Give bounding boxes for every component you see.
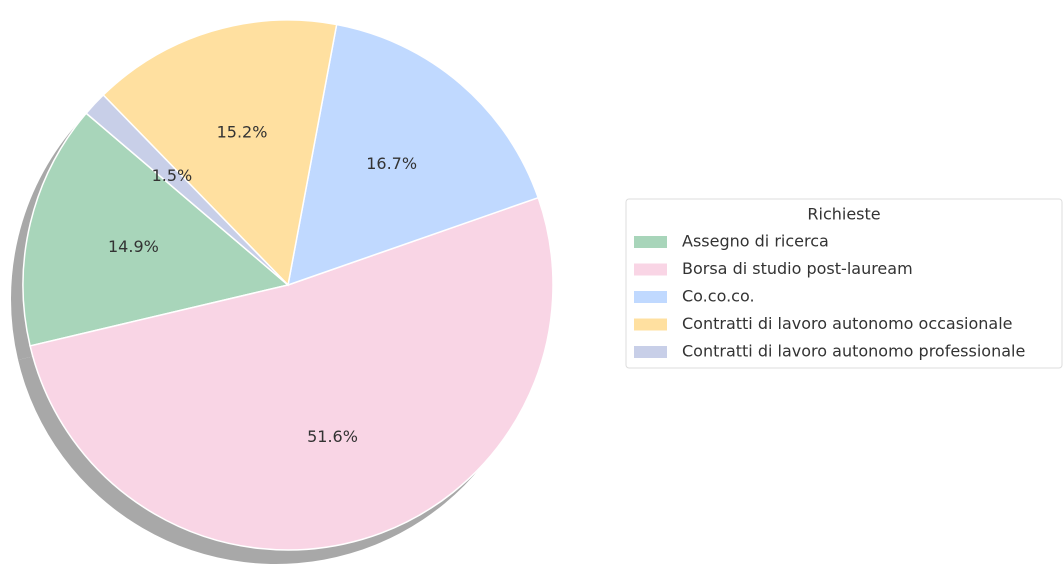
pie bbox=[22, 19, 554, 551]
slice bbox=[102, 19, 338, 287]
legend-swatch bbox=[634, 291, 667, 303]
slice bbox=[85, 93, 289, 286]
slice bbox=[22, 112, 290, 347]
slice bbox=[287, 23, 540, 287]
legend-swatch bbox=[634, 236, 667, 248]
pie-labels: 14.9% 51.6% 16.7% 15.2% 1.5% bbox=[108, 122, 417, 446]
slice bbox=[29, 196, 554, 551]
legend-label: Contratti di lavoro autonomo professiona… bbox=[682, 342, 1025, 361]
legend-title: Richieste bbox=[807, 205, 880, 224]
legend-label: Contratti di lavoro autonomo occasionale bbox=[682, 314, 1013, 333]
slice-label: 1.5% bbox=[152, 166, 193, 185]
slice-label: 15.2% bbox=[217, 122, 268, 141]
legend-swatch bbox=[634, 318, 667, 331]
legend: Assegno di ricerca Borsa di studio post-l… bbox=[634, 232, 1025, 361]
slice-label: 16.7% bbox=[366, 154, 417, 173]
legend-swatch bbox=[634, 346, 667, 358]
legend-label: Borsa di studio post-lauream bbox=[682, 259, 913, 278]
legend-swatch bbox=[634, 263, 667, 276]
legend-label: Assegno di ricerca bbox=[682, 232, 829, 251]
slice-label: 14.9% bbox=[108, 237, 159, 256]
slice-label: 51.6% bbox=[307, 427, 358, 446]
legend-label: Co.co.co. bbox=[682, 287, 755, 306]
legend-box bbox=[625, 198, 1063, 369]
